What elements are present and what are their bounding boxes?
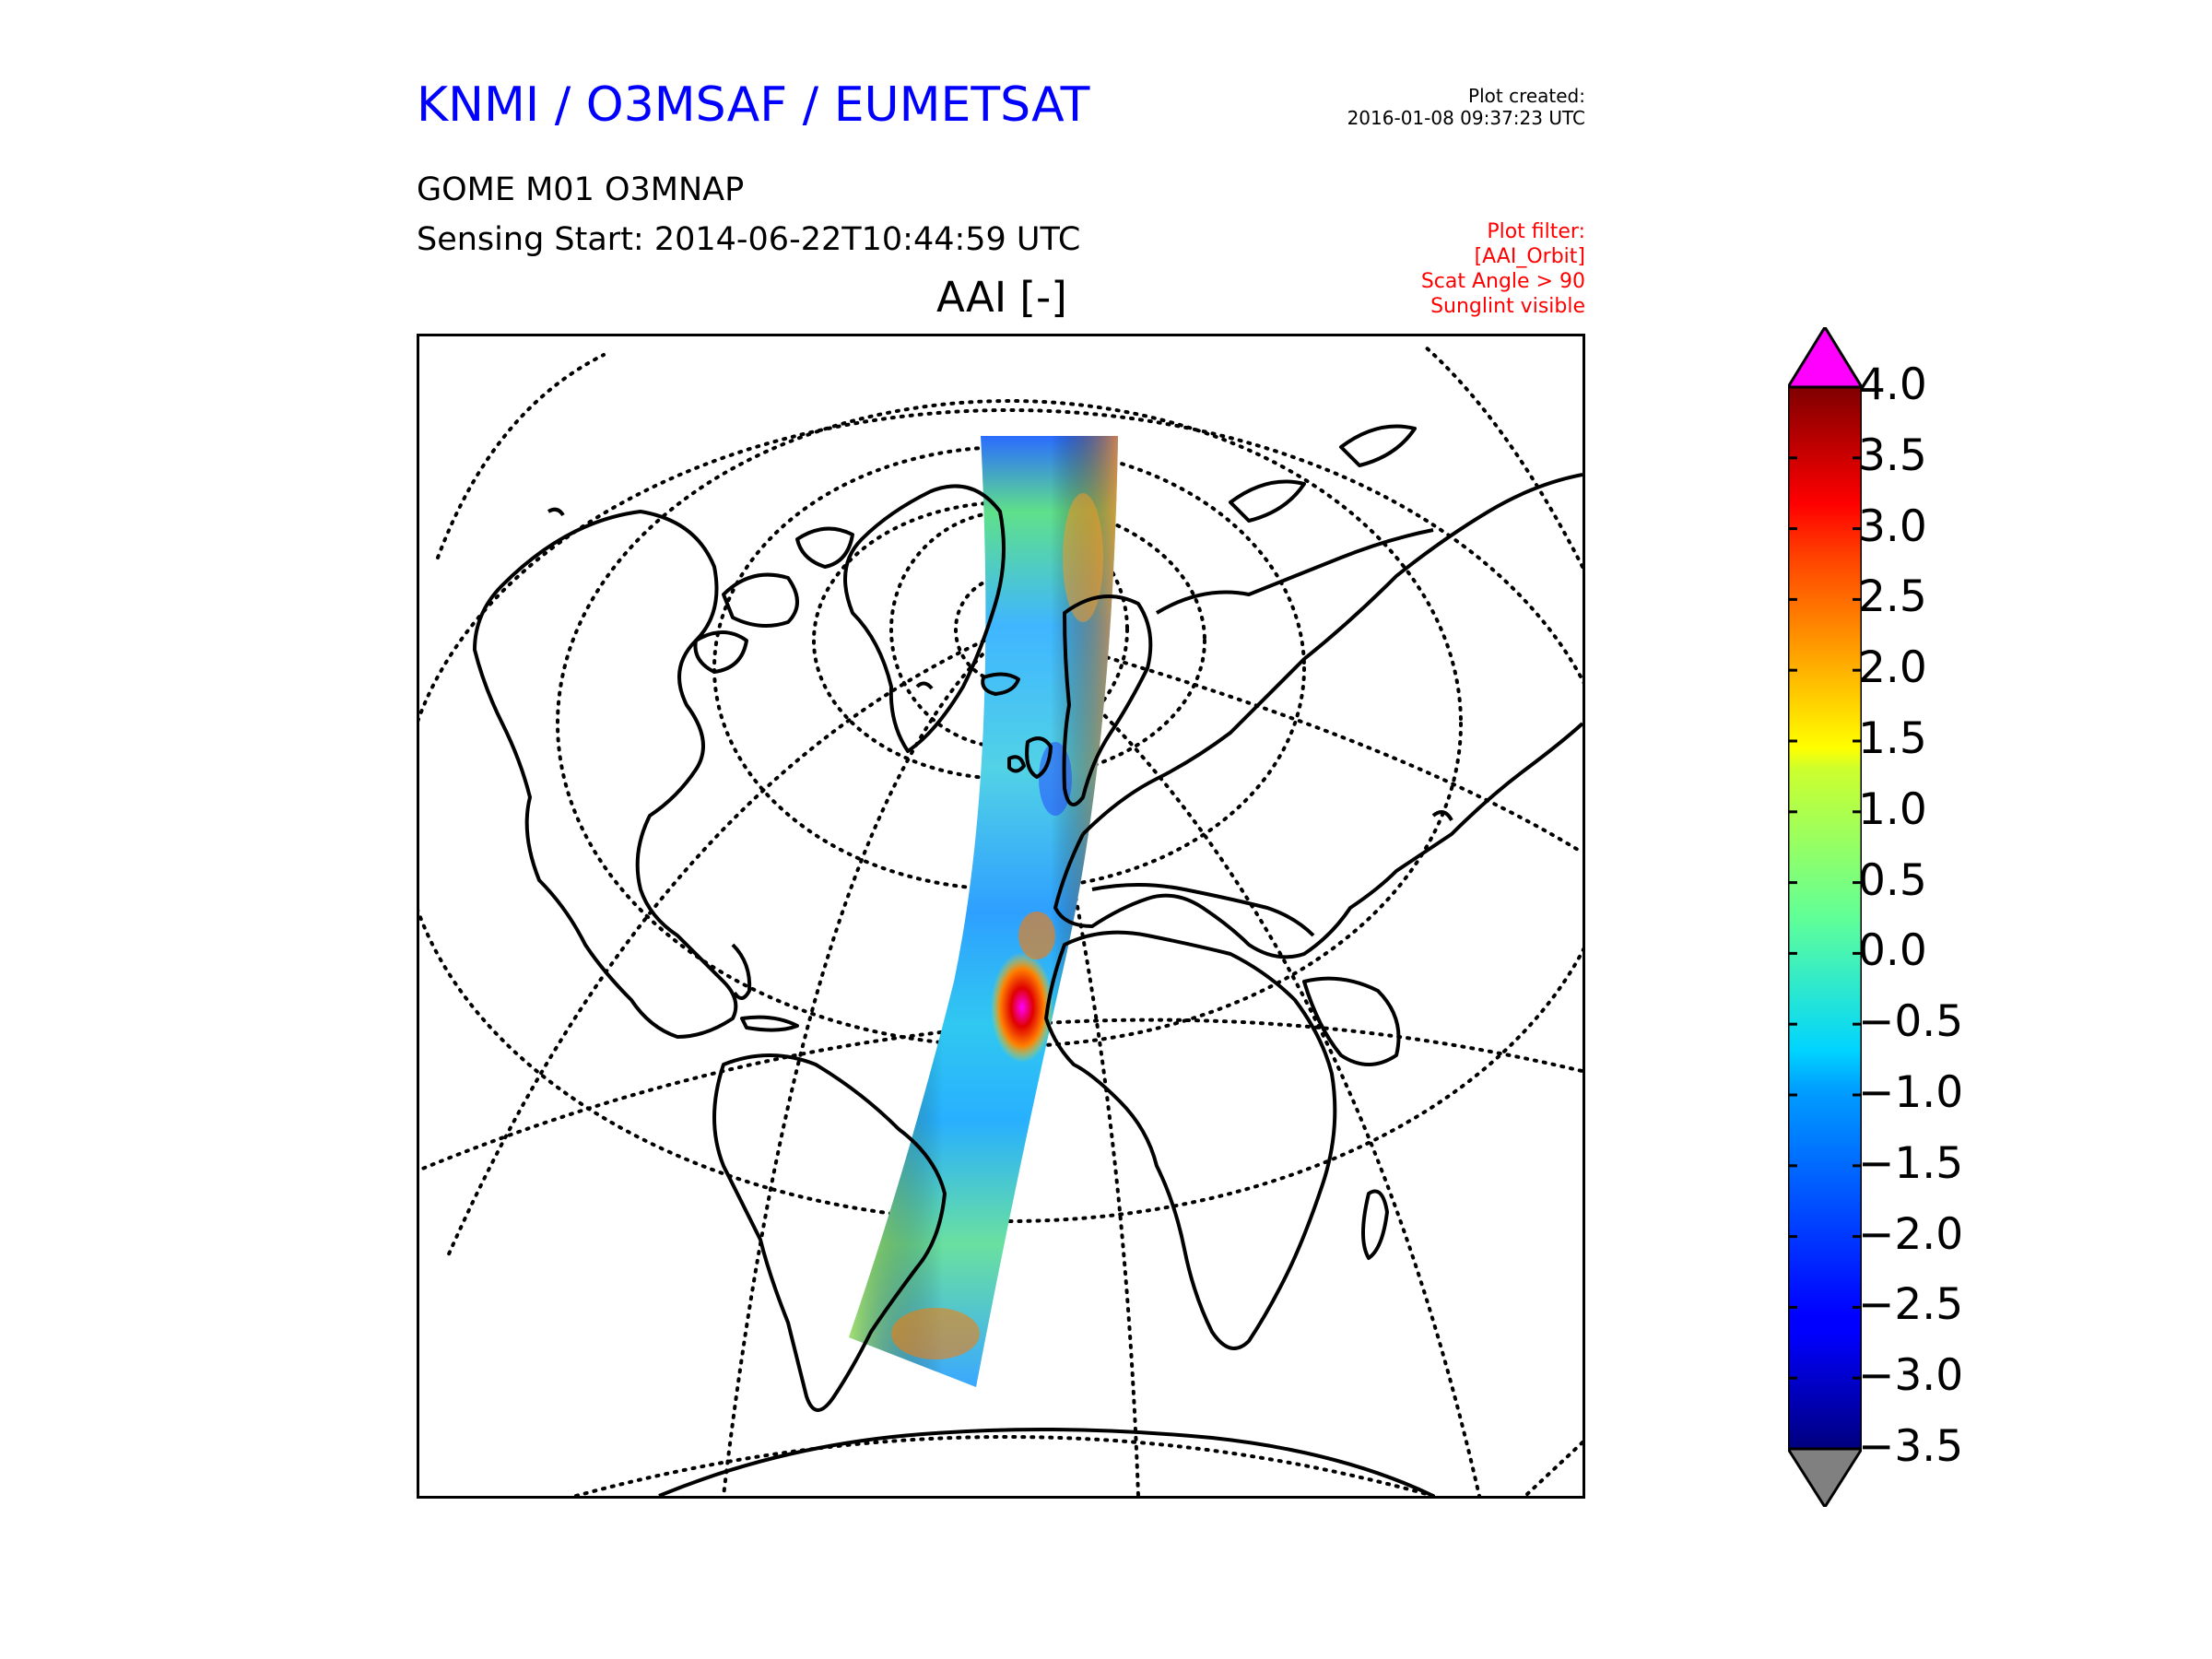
colorbar-tick-label: 4.0: [1858, 359, 1927, 410]
colorbar-tick-label: −1.5: [1858, 1137, 1964, 1189]
colorbar-tick-label: 3.5: [1858, 429, 1927, 481]
product-name: GOME M01 O3MNAP: [417, 171, 745, 208]
colorbar-tick-label: 1.5: [1858, 713, 1927, 764]
plot-filter-line: Scat Angle > 90: [1420, 270, 1585, 293]
colorbar-tick-label: −2.5: [1858, 1279, 1964, 1331]
map-canvas: [419, 344, 1583, 1496]
plot-created-label: Plot created:: [1468, 85, 1585, 107]
colorbar-gradient: [1788, 385, 1862, 1451]
plot-filter-line: Sunglint visible: [1430, 295, 1585, 318]
colorbar-under-triangle: [1788, 1447, 1862, 1507]
plot-created-value: 2016-01-08 09:37:23 UTC: [1347, 107, 1585, 129]
colorbar-tick-label: 0.0: [1858, 925, 1927, 977]
coastlines: [473, 424, 1583, 1496]
colorbar-tick-label: −0.5: [1858, 996, 1964, 1048]
colorbar-tick-label: 2.0: [1858, 642, 1927, 694]
colorbar-tick-label: 2.5: [1858, 571, 1927, 623]
colorbar-tick-label: −3.0: [1858, 1350, 1964, 1402]
colorbar-over-triangle: [1788, 327, 1862, 389]
sensing-start: Sensing Start: 2014-06-22T10:44:59 UTC: [417, 221, 1081, 258]
colorbar-tick-label: 1.0: [1858, 783, 1927, 835]
colorbar-tick-label: 3.0: [1858, 500, 1927, 552]
colorbar-tick-label: −1.0: [1858, 1067, 1964, 1118]
organization-title: KNMI / O3MSAF / EUMETSAT: [417, 77, 1090, 133]
colorbar-tick-label: 0.5: [1858, 854, 1927, 906]
plot-filter-line: Plot filter:: [1487, 220, 1585, 243]
colorbar-tick-label: −2.0: [1858, 1208, 1964, 1260]
aai-swath: [849, 436, 1118, 1387]
plot-filter-line: [AAI_Orbit]: [1474, 245, 1585, 268]
plot-created-info: Plot created: 2016-01-08 09:37:23 UTC: [1347, 85, 1585, 129]
map-frame: [417, 334, 1585, 1499]
plot-filter: Plot filter: [AAI_Orbit] Scat Angle > 90…: [1421, 219, 1585, 319]
colorbar-tick-label: −3.5: [1858, 1421, 1964, 1472]
map-title: AAI [-]: [936, 273, 1067, 322]
colorbar: [1788, 327, 1862, 1507]
